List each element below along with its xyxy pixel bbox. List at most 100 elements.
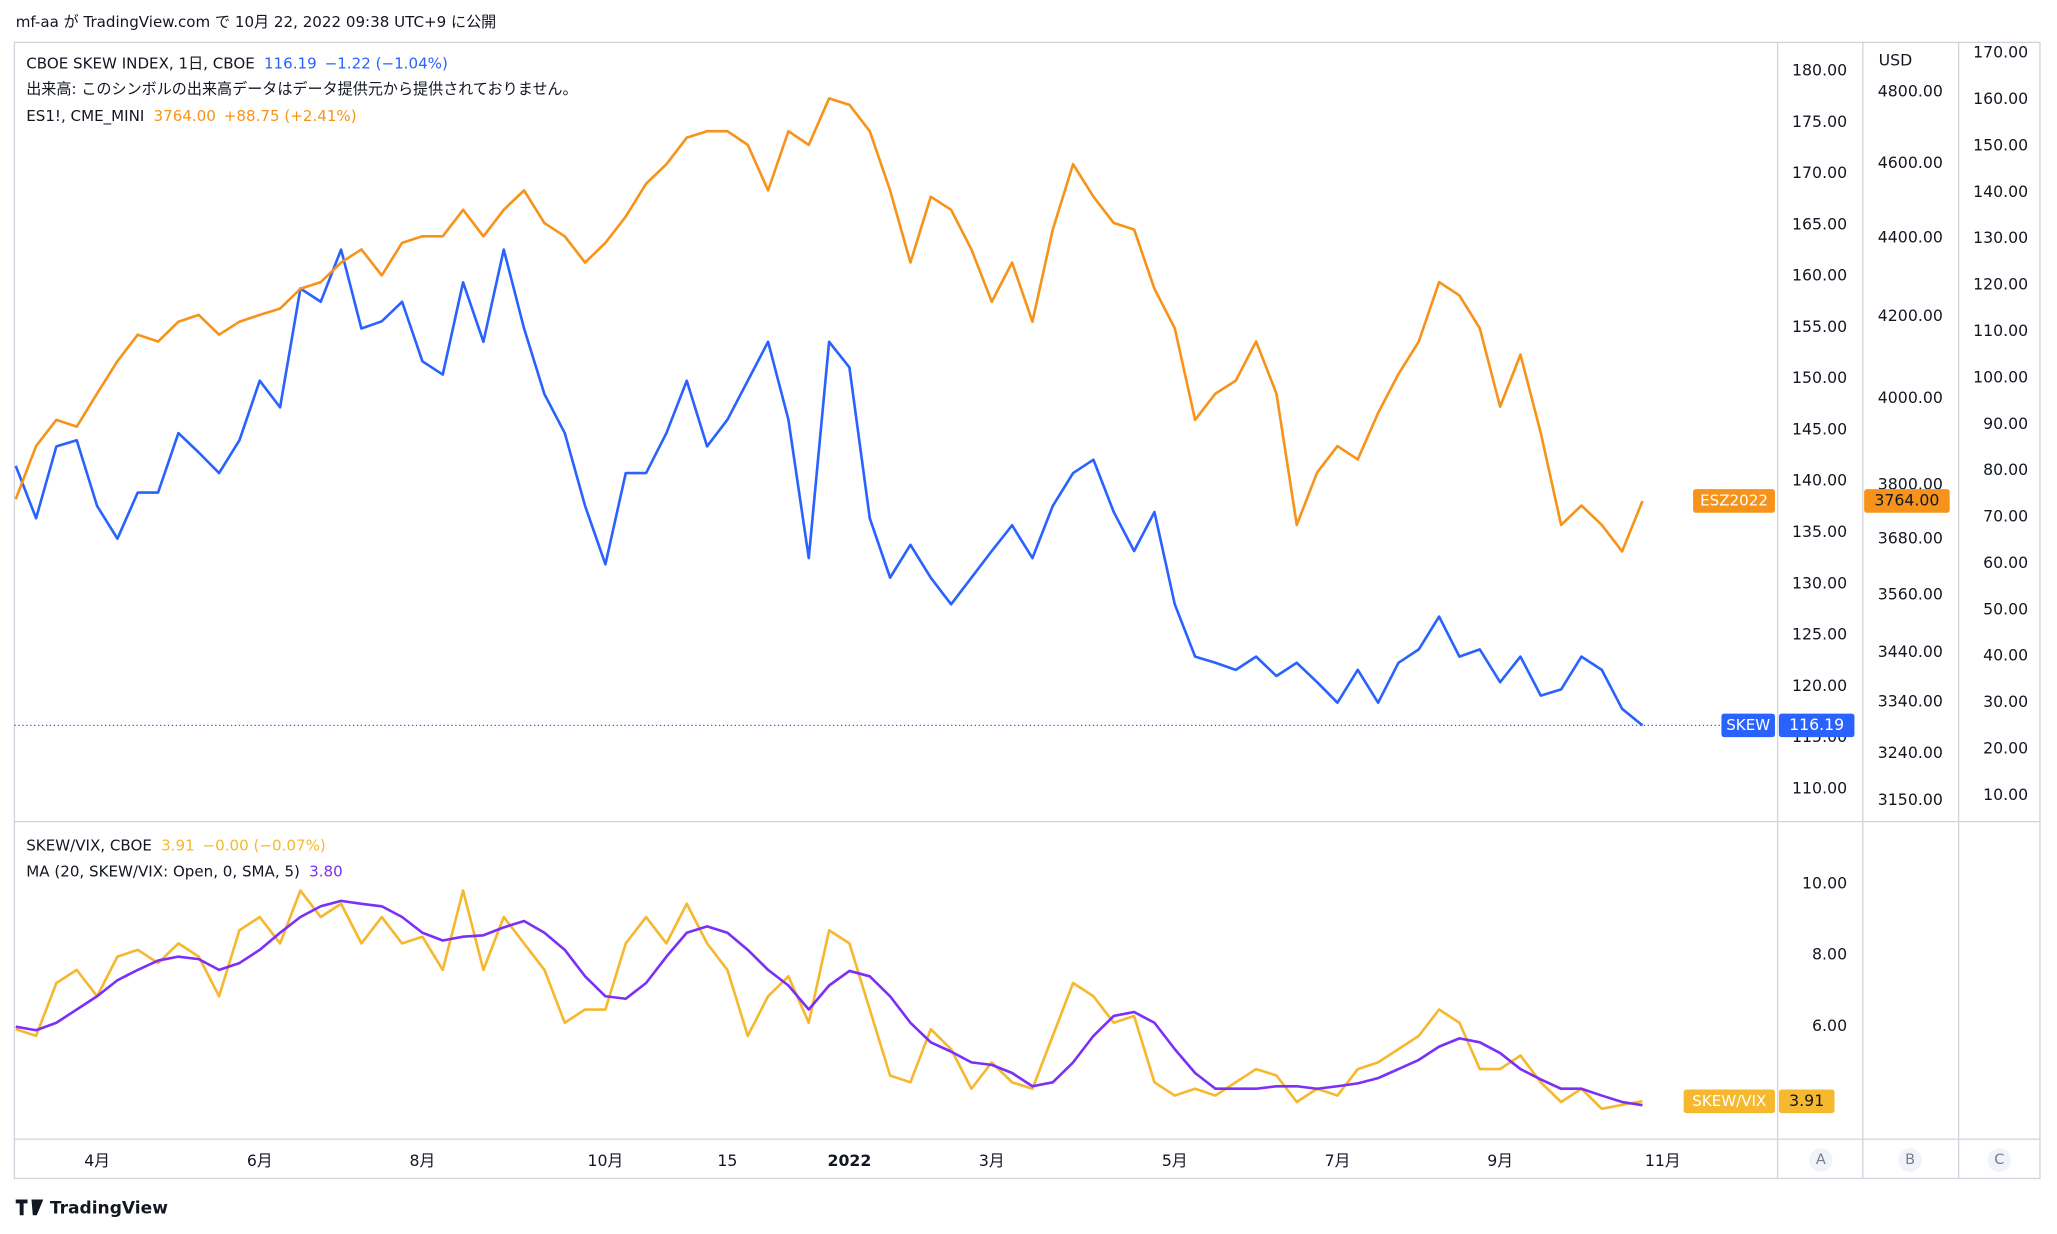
y-tick-label: 150.00 [1973, 135, 2028, 154]
y-tick-label: 6.00 [1812, 1016, 1847, 1035]
y-tick-label: 4000.00 [1878, 388, 1943, 407]
x-tick-label: 4月 [84, 1151, 110, 1170]
y-tick-label: 125.00 [1792, 625, 1847, 644]
y-tick-label: 30.00 [1983, 692, 2028, 711]
price-value-box [1864, 489, 1950, 513]
legend-entry: ES1!, CME_MINI 3764.00 +88.75 (+2.41%) [26, 106, 356, 125]
legend-value: 3.91 [161, 836, 195, 854]
tradingview-logo: TradingView [15, 1199, 168, 1219]
y-tick-label: 4800.00 [1878, 81, 1943, 100]
y-tick-label: 3560.00 [1878, 584, 1943, 603]
y-tick-label: 120.00 [1792, 676, 1847, 695]
legend-change: −1.22 (−1.04%) [325, 54, 448, 72]
logo-icon [15, 1199, 44, 1216]
x-tick-label: 6月 [247, 1151, 273, 1170]
price-tag [1683, 1089, 1775, 1114]
legend-name: ES1!, CME_MINI [26, 106, 144, 125]
y-tick-label: 140.00 [1792, 471, 1847, 490]
y-tick-label: 70.00 [1983, 507, 2028, 526]
legend-entry: 出来高: このシンボルの出来高データはデータ提供元から提供されておりません。 [26, 80, 577, 98]
y-tick-label: 130.00 [1792, 573, 1847, 592]
price-value-box [1778, 713, 1855, 738]
y-tick-label: 145.00 [1792, 419, 1847, 438]
series-line [14, 97, 1644, 553]
legend-name: CBOE SKEW INDEX, 1日, CBOE [26, 54, 255, 72]
price-tag-label: SKEW/VIX [1692, 1092, 1766, 1110]
x-tick-label: 15 [717, 1151, 737, 1170]
x-tick-label: 11月 [1645, 1151, 1681, 1170]
price-value-label: 3764.00 [1874, 490, 1939, 509]
y-tick-label: 130.00 [1973, 228, 2028, 247]
price-tag [1693, 489, 1775, 513]
x-tick-label: 3月 [979, 1151, 1005, 1170]
y-tick-label: 135.00 [1792, 522, 1847, 541]
y-tick-label: 10.00 [1802, 873, 1847, 892]
y-tick-label: 140.00 [1973, 182, 2028, 201]
y-tick-label: 3340.00 [1878, 692, 1943, 711]
x-tick-label: 8月 [410, 1151, 436, 1170]
series-line [15, 899, 1643, 1107]
price-tag [1721, 713, 1775, 738]
y-tick-label: 170.00 [1792, 163, 1847, 182]
x-tick-label: 2022 [828, 1151, 872, 1170]
y-tick-label: 110.00 [1973, 321, 2028, 340]
y-tick-label: 3440.00 [1878, 642, 1943, 661]
y-tick-label: 120.00 [1973, 275, 2028, 294]
y-tick-label: 170.00 [1973, 43, 2028, 62]
price-tag-label: ESZ2022 [1700, 491, 1768, 509]
legend-name: SKEW/VIX, CBOE [26, 836, 152, 854]
legend-entry: MA (20, SKEW/VIX: Open, 0, SMA, 5) 3.80 [26, 862, 342, 880]
price-value-label: 116.19 [1789, 715, 1844, 734]
y-tick-label: 165.00 [1792, 214, 1847, 233]
y-tick-label: 150.00 [1792, 368, 1847, 387]
publish-header: mf-aa が TradingView.com で 10月 22, 2022 0… [16, 13, 497, 31]
y-tick-label: 100.00 [1973, 367, 2028, 386]
y-tick-label: 4200.00 [1878, 306, 1943, 325]
x-tick-label: 10月 [588, 1151, 624, 1170]
y-tick-label: 4600.00 [1878, 153, 1943, 172]
legend-entry: SKEW/VIX, CBOE 3.91 −0.00 (−0.07%) [26, 836, 326, 854]
scale-button-label: B [1905, 1152, 1915, 1168]
y-tick-label: 155.00 [1792, 317, 1847, 336]
series-line [15, 889, 1643, 1111]
x-tick-label: 5月 [1162, 1151, 1188, 1170]
scale-button[interactable] [1809, 1148, 1833, 1172]
y-tick-label: 50.00 [1983, 599, 2028, 618]
legend-change: −0.00 (−0.07%) [203, 836, 326, 854]
legend-value: 116.19 [264, 54, 317, 72]
axis-title: USD [1879, 50, 1913, 69]
price-tag-label: SKEW [1726, 716, 1770, 734]
y-tick-label: 90.00 [1983, 414, 2028, 433]
scale-button[interactable] [1987, 1148, 2012, 1172]
scale-button[interactable] [1898, 1148, 1922, 1172]
y-tick-label: 3150.00 [1878, 790, 1943, 809]
legend-value: 3.80 [309, 862, 343, 880]
legend-name: MA (20, SKEW/VIX: Open, 0, SMA, 5) [26, 862, 300, 880]
y-tick-label: 3680.00 [1878, 528, 1943, 547]
y-tick-label: 60.00 [1983, 553, 2028, 572]
legend-entry: CBOE SKEW INDEX, 1日, CBOE 116.19 −1.22 (−1… [26, 54, 448, 72]
y-tick-label: 8.00 [1812, 945, 1847, 964]
y-tick-label: 40.00 [1983, 646, 2028, 665]
legend-value: 3764.00 [154, 106, 216, 124]
logo-text: TradingView [50, 1199, 168, 1219]
y-tick-label: 3800.00 [1878, 474, 1943, 493]
y-tick-label: 175.00 [1792, 112, 1847, 131]
x-tick-label: 9月 [1487, 1151, 1513, 1170]
scale-button-label: A [1816, 1152, 1826, 1168]
price-value-label: 3.91 [1789, 1091, 1824, 1110]
y-tick-label: 3240.00 [1878, 743, 1943, 762]
y-tick-label: 160.00 [1973, 89, 2028, 108]
legend-change: +88.75 (+2.41%) [224, 106, 357, 124]
x-tick-label: 7月 [1325, 1151, 1351, 1170]
y-tick-label: 110.00 [1792, 778, 1847, 797]
series-line [14, 248, 1644, 727]
y-tick-label: 80.00 [1983, 460, 2028, 479]
chart-frame [13, 41, 2041, 1180]
y-tick-label: 10.00 [1983, 785, 2028, 804]
y-tick-label: 160.00 [1792, 266, 1847, 285]
scale-button-label: C [1994, 1152, 2004, 1168]
y-tick-label: 20.00 [1983, 739, 2028, 758]
y-tick-label: 180.00 [1792, 61, 1847, 80]
